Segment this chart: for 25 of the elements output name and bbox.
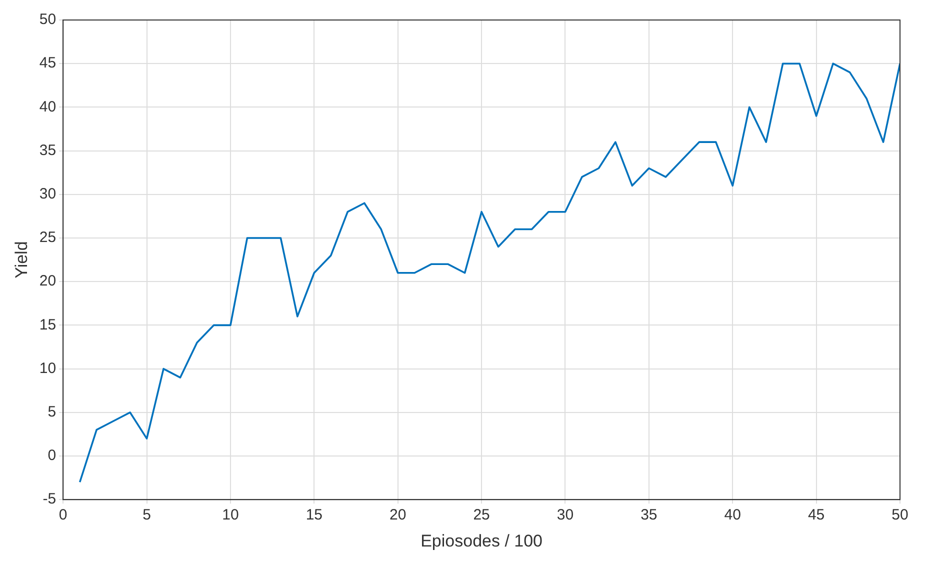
y-tick-label: 25 <box>39 229 56 246</box>
y-tick-label: 50 <box>39 11 56 28</box>
y-axis-title: Yield <box>12 241 31 278</box>
y-tick-label: 45 <box>39 54 56 72</box>
x-tick-label: 5 <box>142 506 151 524</box>
x-tick-label: 40 <box>724 506 741 524</box>
x-tick-label: 45 <box>808 506 825 524</box>
y-tick-label: 30 <box>39 186 56 203</box>
x-tick-label: 0 <box>58 506 68 524</box>
y-tick-label: 5 <box>48 404 56 421</box>
x-tick-label: 50 <box>892 506 908 524</box>
y-tick-label: 0 <box>48 447 56 464</box>
y-tick-label: 10 <box>39 360 56 377</box>
y-tick-label: 20 <box>39 272 56 290</box>
x-tick-label: 35 <box>640 506 658 524</box>
y-tick-label: 35 <box>39 142 56 159</box>
y-tick-label: -5 <box>42 490 56 508</box>
y-tick-label: 40 <box>39 98 56 116</box>
x-tick-label: 25 <box>473 506 490 524</box>
x-tick-label: 15 <box>306 506 323 524</box>
y-tick-label: 15 <box>39 316 56 334</box>
x-tick-label: 20 <box>390 506 406 524</box>
x-tick-label: 10 <box>222 506 239 524</box>
x-axis-title: Epiosodes / 100 <box>420 531 543 550</box>
x-tick-label: 30 <box>556 506 574 524</box>
